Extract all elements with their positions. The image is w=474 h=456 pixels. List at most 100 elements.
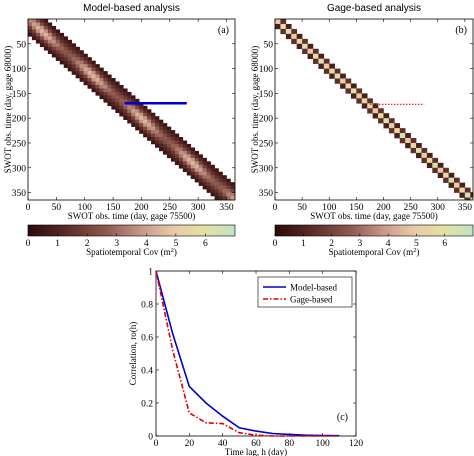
- heatmap-cell: [174, 137, 180, 141]
- heatmap-cell: [159, 123, 164, 127]
- heatmap-cell: [426, 152, 433, 159]
- heatmap-cell: [55, 50, 61, 55]
- heatmap-cell: [307, 43, 314, 50]
- heatmap-cell: [35, 19, 41, 23]
- heatmap-cell: [218, 189, 223, 193]
- heatmap-cell: [43, 22, 49, 27]
- heatmap-cell: [127, 98, 132, 103]
- heatmap-cell: [174, 143, 180, 148]
- heatmap-cell: [103, 84, 108, 89]
- heatmap-cell: [318, 58, 325, 64]
- heatmap-cell: [115, 84, 120, 89]
- legend: Model-based Gage-based: [257, 276, 353, 308]
- heatmap-cell: [39, 43, 45, 48]
- heatmap-cell: [103, 71, 108, 75]
- heatmap-cell: [35, 29, 41, 34]
- heatmap-cell: [356, 88, 363, 94]
- colorbar-label-sup: 2: [171, 247, 174, 254]
- heatmap-cell: [340, 73, 346, 79]
- heatmap-cell: [405, 138, 411, 144]
- heatmap-cell: [226, 185, 231, 190]
- heatmap-cell: [437, 162, 444, 169]
- colorbar-tick-label: 1: [55, 239, 60, 249]
- heatmap-cell: [421, 147, 428, 154]
- heatmap-cell: [87, 64, 92, 68]
- heatmap-cell: [139, 112, 144, 117]
- y-tick-label: 50: [17, 40, 27, 50]
- heatmap-cell: [206, 185, 211, 190]
- heatmap-cell: [202, 175, 207, 179]
- heatmap-cell: [448, 177, 455, 183]
- heatmap-cell: [202, 178, 207, 183]
- heatmap-cell: [79, 71, 84, 75]
- heatmap-cell: [115, 98, 120, 103]
- y-tick-label: 0.6: [141, 334, 153, 344]
- heatmap-cell: [139, 130, 144, 134]
- heatmap-cell: [454, 182, 460, 188]
- heatmap-cell: [151, 116, 156, 120]
- heatmap-cell: [218, 196, 223, 200]
- heatmap-cell: [111, 102, 116, 107]
- heatmap-cell: [43, 32, 49, 37]
- heatmap-cell: [55, 53, 61, 58]
- heatmap-cell: [151, 137, 156, 141]
- heatmap-cell: [71, 50, 76, 55]
- heatmap-cell: [190, 154, 196, 159]
- x-tick-label: 250: [163, 203, 178, 213]
- heatmap-cell: [139, 126, 144, 131]
- heatmap-cell: [59, 32, 65, 37]
- heatmap-cell: [123, 109, 128, 114]
- heatmap-cell: [155, 116, 160, 120]
- heatmap-cell: [394, 133, 401, 139]
- heatmap-cell: [31, 19, 37, 23]
- heatmap-cell: [51, 39, 57, 44]
- heatmap-cell: [218, 192, 223, 197]
- heatmap-cell: [155, 137, 160, 141]
- heatmap-cell: [87, 84, 92, 89]
- x-tick-label: 200: [376, 203, 391, 213]
- heatmap-cell: [416, 152, 422, 159]
- heatmap-cell: [454, 187, 460, 193]
- heatmap-cell: [159, 133, 164, 138]
- heatmap-cell: [159, 143, 164, 148]
- heatmap-cell: [119, 95, 124, 100]
- heatmap-cell: [182, 140, 188, 145]
- heatmap-cell: [51, 32, 57, 37]
- heatmap-cell: [410, 147, 417, 154]
- heatmap-cell: [182, 164, 188, 169]
- heatmap-cell: [83, 60, 88, 65]
- heatmap-cell: [155, 143, 160, 148]
- heatmap-cell: [123, 95, 128, 100]
- heatmap-cell: [166, 130, 172, 134]
- heatmap-cell: [51, 36, 57, 41]
- y-tick-label: 350: [259, 189, 274, 199]
- heatmap-cell: [127, 91, 132, 96]
- heatmap-cell: [307, 48, 314, 55]
- colorbar-tick-label: 4: [386, 239, 391, 249]
- heatmap-cell: [123, 116, 128, 120]
- heatmap-cell: [103, 98, 108, 103]
- heatmap-cell: [312, 48, 319, 55]
- colorbar-tick-label: 2: [85, 239, 90, 249]
- heatmap-cell: [75, 67, 80, 72]
- colorbar-tick-label: 1: [301, 239, 306, 249]
- heatmap-cell: [119, 102, 124, 107]
- y-tick-label: 100: [259, 65, 274, 75]
- heatmap-cell: [194, 175, 199, 179]
- heatmap-cell: [83, 57, 88, 61]
- heatmap-cell: [159, 140, 164, 145]
- heatmap-cell: [99, 84, 104, 89]
- heatmap-cell: [190, 164, 196, 169]
- heatmap-cell: [28, 29, 33, 34]
- y-axis-label: SWOT obs. time (day, gage 68000): [250, 46, 260, 173]
- heatmap-cell: [111, 88, 116, 93]
- heatmap-cell: [198, 171, 203, 176]
- heatmap-cell: [329, 63, 335, 69]
- heatmap-cell: [186, 150, 192, 155]
- heatmap-cell: [214, 185, 219, 190]
- heatmap-cell: [296, 43, 303, 50]
- x-tick-label: 300: [191, 203, 206, 213]
- heatmap-cell: [47, 50, 53, 55]
- heatmap-cell: [47, 46, 53, 51]
- heatmap-cell: [59, 46, 65, 51]
